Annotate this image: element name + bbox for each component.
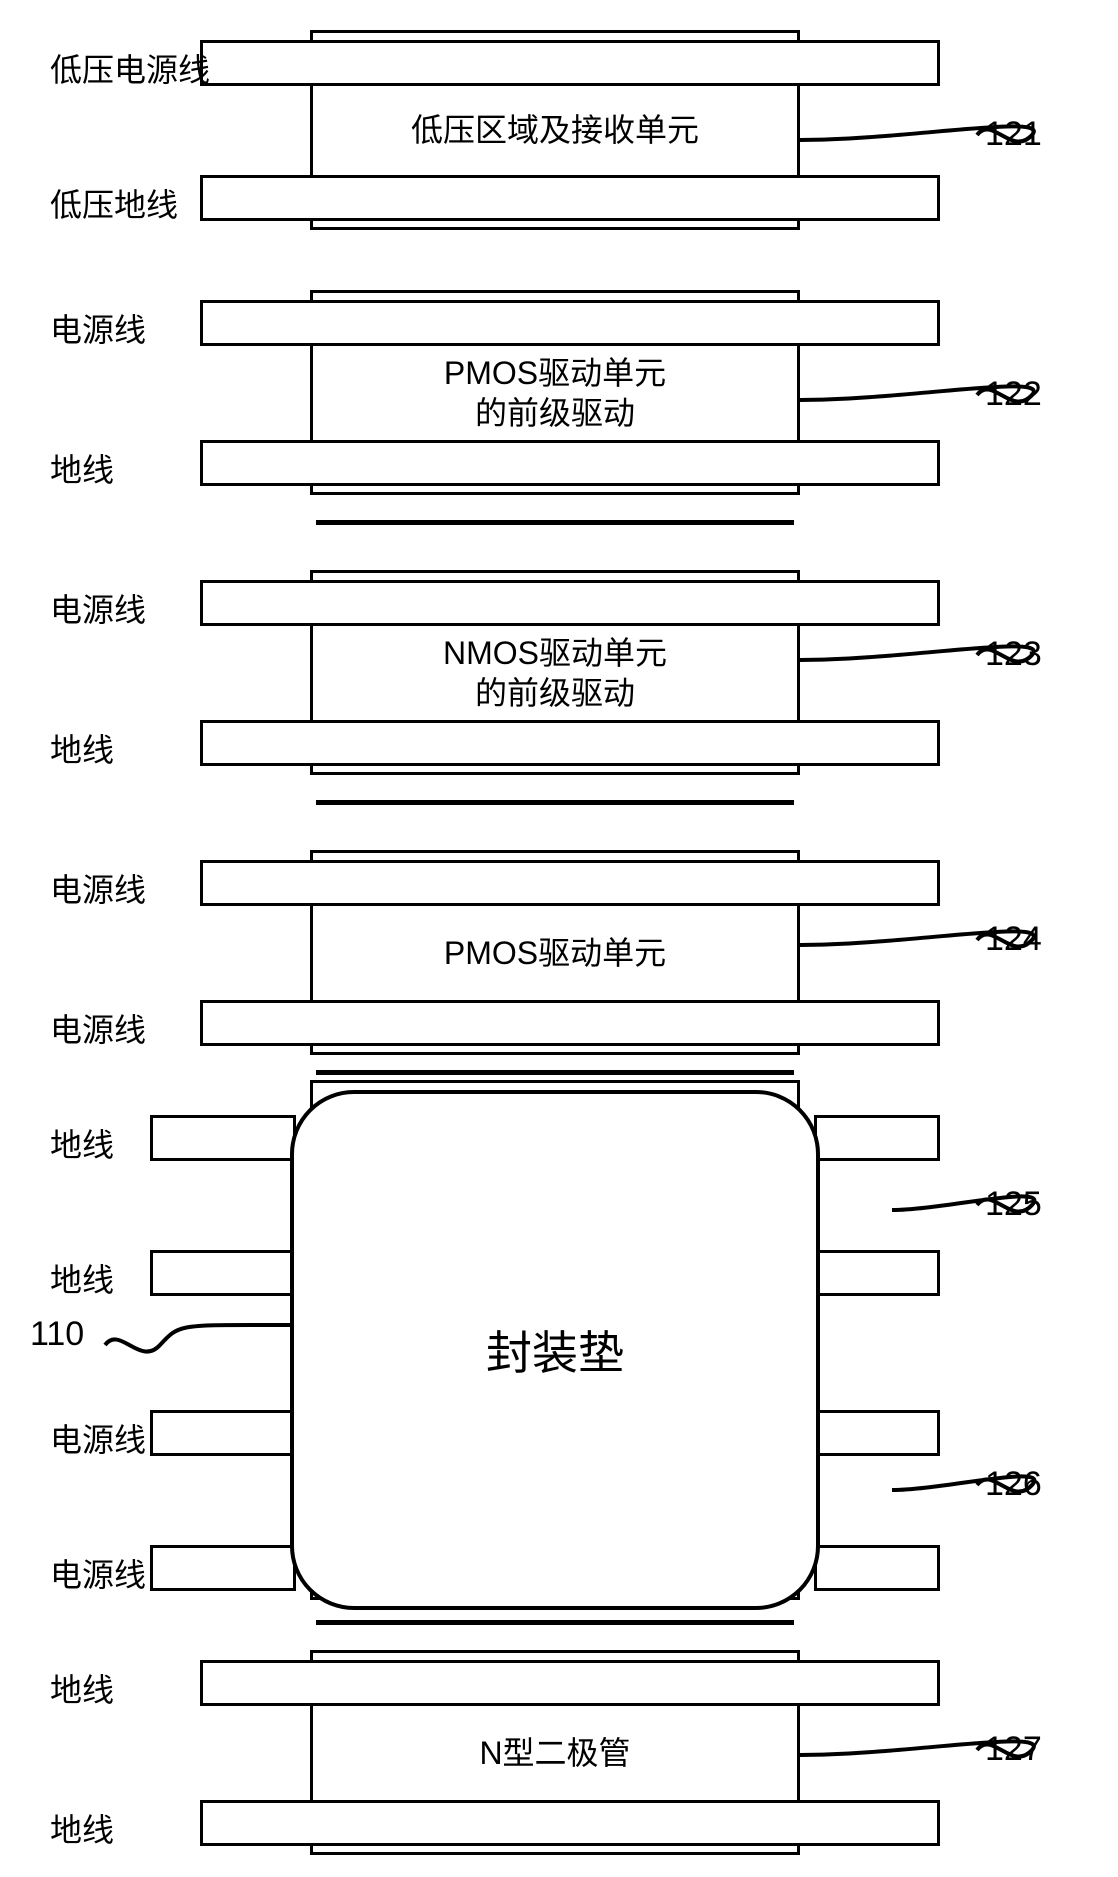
io-cell-layout-diagram: 低压区域及接收单元PMOS驱动单元 的前级驱动NMOS驱动单元 的前级驱动PMO…: [20, 20, 1098, 1857]
